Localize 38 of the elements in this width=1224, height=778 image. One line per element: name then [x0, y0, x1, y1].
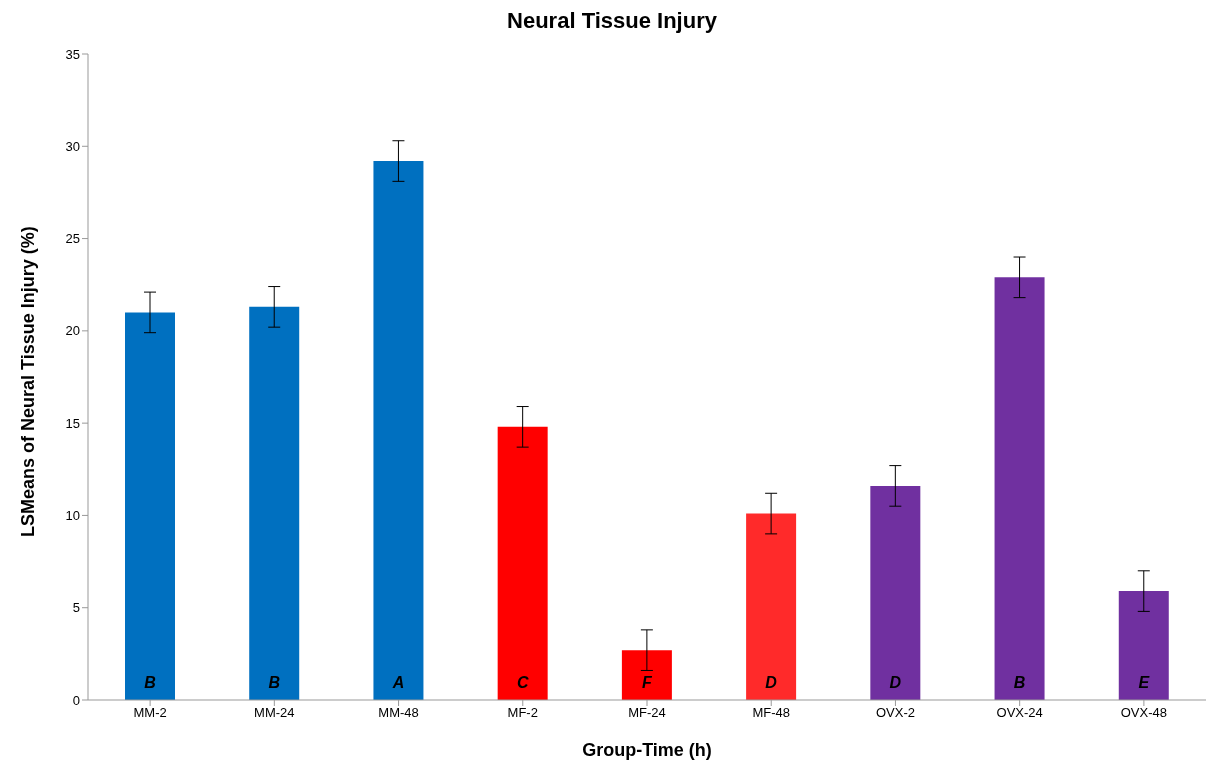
y-tick-label: 15 [65, 415, 80, 431]
bar [249, 306, 300, 700]
y-tick-label: 30 [65, 138, 80, 154]
x-tick-label: OVX-24 [996, 705, 1043, 721]
x-tick-label: MF-48 [752, 705, 790, 721]
bar [497, 426, 548, 700]
data-label: B [144, 673, 156, 691]
data-label: C [516, 673, 529, 691]
bar [870, 485, 921, 700]
x-tick-label: OVX-48 [1120, 705, 1168, 721]
data-label: A [391, 673, 405, 691]
y-tick-label: 20 [65, 323, 80, 339]
x-tick-label: OVX-2 [875, 705, 915, 721]
data-label: B [1013, 673, 1026, 691]
data-label: D [889, 673, 902, 691]
bar [994, 277, 1045, 700]
data-label: D [765, 673, 778, 691]
bar [125, 312, 175, 700]
chart-title: Neural Tissue Injury [506, 8, 718, 35]
y-axis-title: LSMeans of Neural Tissue Injury (%) [18, 226, 39, 537]
bar [1118, 591, 1169, 700]
data-label: E [1138, 673, 1151, 691]
x-tick-label: MF-2 [507, 705, 538, 721]
y-tick-label: 10 [65, 508, 80, 524]
y-tick-label: 0 [72, 692, 80, 708]
data-label: F [642, 673, 653, 691]
data-label: B [268, 673, 280, 691]
bar [621, 650, 672, 700]
x-tick-label: MM-2 [133, 705, 167, 721]
y-tick-label: 35 [65, 46, 80, 62]
x-tick-label: MM-24 [254, 705, 295, 721]
bar [373, 161, 424, 700]
y-tick-label: 5 [72, 600, 80, 616]
x-tick-label: MF-24 [628, 705, 666, 721]
bar [746, 513, 797, 700]
y-tick-label: 25 [65, 231, 80, 247]
x-tick-label: MM-48 [378, 705, 419, 721]
x-axis-title: Group-Time (h) [582, 740, 712, 760]
